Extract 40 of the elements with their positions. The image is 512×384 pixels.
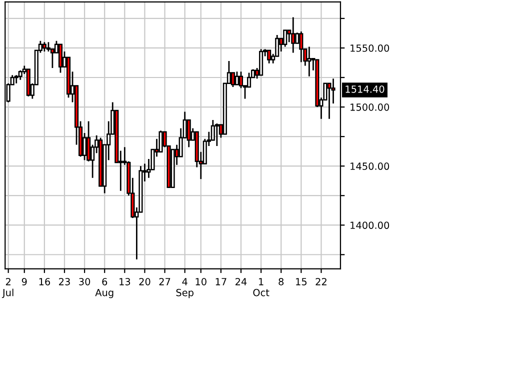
candlestick (259, 48, 264, 76)
candlestick (158, 130, 163, 153)
candlestick (267, 50, 272, 64)
x-tick-label: 17 (216, 278, 226, 286)
text: 1514.40 (346, 85, 384, 93)
candlestick (58, 44, 63, 74)
x-tick-label: 24 (236, 278, 247, 286)
candlestick (234, 70, 240, 86)
candlestick (230, 72, 235, 88)
y-tick-label: 1550.00 (350, 44, 390, 52)
candlestick (327, 82, 332, 120)
candlestick (214, 122, 219, 147)
x-tick-label: 10 (196, 278, 206, 286)
candlestick (186, 119, 191, 148)
candlestick (42, 41, 46, 52)
x-tick-label: 16 (39, 278, 50, 286)
candlestick (246, 72, 252, 88)
y-tick-label: 1400.00 (350, 222, 390, 229)
candlestick (299, 30, 304, 63)
candlestick (291, 16, 296, 54)
candlestick (238, 70, 244, 89)
x-tick-label: 6 Aug (95, 278, 114, 298)
x-tick-label: 8 (278, 278, 284, 286)
x-tick-label: 9 (22, 278, 27, 286)
x-tick-label: 22 (316, 278, 326, 286)
x-tick-label: 4 Sep (176, 278, 194, 298)
x-tick-label: 2 Jul (2, 278, 14, 298)
x-tick-label: 20 (139, 278, 150, 286)
x-tick-label: 15 (296, 278, 307, 286)
x-tick-label: 23 (59, 278, 70, 286)
candlestick (18, 70, 22, 81)
candlestick (307, 46, 312, 78)
candlestick (283, 30, 288, 48)
x-tick-label: 30 (79, 278, 90, 286)
x-tick-label: 1 Oct (253, 278, 270, 296)
x-tick-label: 27 (159, 278, 170, 286)
y-tick-label: 1500.00 (350, 103, 390, 111)
y-tick-label: 1450.00 (350, 162, 390, 170)
candlestick (46, 41, 50, 52)
x-tick-label: 13 (120, 278, 130, 286)
